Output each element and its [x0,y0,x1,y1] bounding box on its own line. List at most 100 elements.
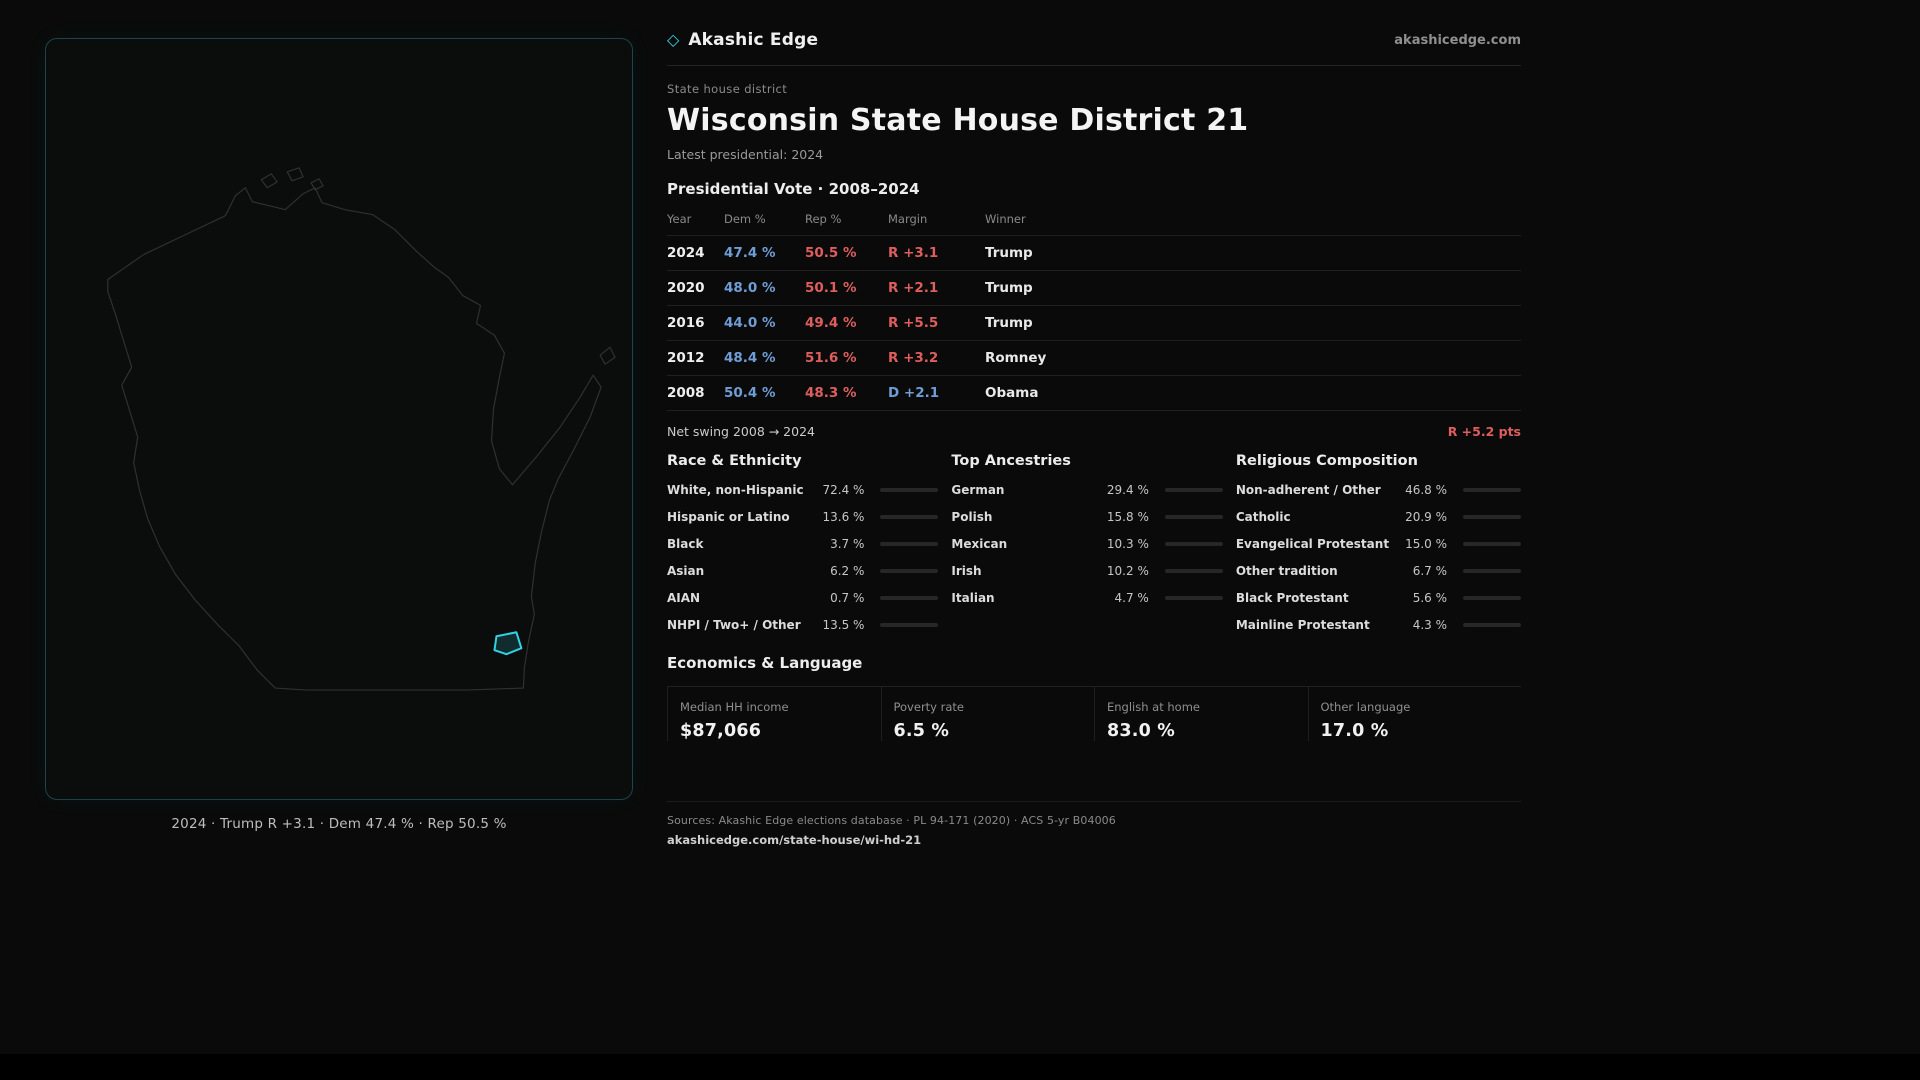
demo-label: Evangelical Protestant [1235,536,1390,551]
demo-bar-track [1164,487,1223,492]
year-cell: 2020 [667,270,724,306]
column-header: Winner [985,212,1026,226]
column-header: Rep % [805,212,842,226]
demo-value: 4.7 % [1114,590,1149,605]
religion-column: Religious Composition Non-adherent / Oth… [1236,453,1521,638]
demo-bar-track [1463,541,1521,546]
demo-value: 13.5 % [822,617,865,632]
rep-pct-cell: 50.1 % [805,270,888,306]
kicker: State house district [667,82,788,96]
demo-value: 4.3 % [1412,617,1447,632]
page-title: Wisconsin State House District 21 [667,103,1249,138]
stat-cell: Median HH income $87,066 [667,687,881,741]
presidential-vote-table: Year Dem % Rep % Margin Winner 2024 47.4 % 5… [667,202,1521,410]
map-panel [45,38,633,800]
demo-bar-track [880,514,939,519]
demo-value: 20.9 % [1405,509,1447,524]
ancestries-title: Top Ancestries [951,453,1071,469]
list-item: Evangelical Protestant 15.0 % [1236,530,1521,557]
demo-value: 3.7 % [830,536,865,551]
demo-bar-track [1164,541,1223,546]
economics-section-title: Economics & Language [667,654,863,672]
dem-pct-cell: 48.0 % [724,270,805,306]
demo-label: Asian [667,563,705,578]
report-footer: Sources: Akashic Edge elections database… [667,801,1521,848]
brand: ◇ Akashic Edge [667,30,818,50]
demo-label: NHPI / Two+ / Other [667,617,801,632]
table-row: 2016 44.0 % 49.4 % R +5.5 Trump [667,305,1521,341]
demo-bar-track [880,487,939,492]
demo-label: White, non-Hispanic [667,482,804,497]
vote-table-header-row: Year Dem % Rep % Margin Winner [667,202,1521,236]
race-ethnicity-title: Race & Ethnicity [667,453,802,469]
race-ethnicity-column: Race & Ethnicity White, non-Hispanic 72.… [667,453,939,638]
demo-label: Mexican [951,536,1008,551]
demo-value: 72.4 % [822,482,865,497]
list-item: Irish 10.2 % [951,557,1223,584]
demo-bar-track [1463,487,1521,492]
demo-value: 6.7 % [1412,563,1447,578]
district-highlight[interactable] [493,631,523,656]
vote-section-title: Presidential Vote · 2008–2024 [667,180,920,198]
winner-cell: Trump [985,270,1521,306]
margin-cell: R +3.1 [888,235,985,271]
dem-pct-cell: 50.4 % [724,375,805,410]
net-swing-value: R +5.2 pts [1447,424,1521,439]
stat-label: Poverty rate [893,700,965,714]
demo-value: 29.4 % [1106,482,1149,497]
state-outline [107,187,602,691]
map-caption: 2024 · Trump R +3.1 · Dem 47.4 % · Rep 5… [171,816,507,832]
demo-value: 5.6 % [1412,590,1447,605]
list-item: Hispanic or Latino 13.6 % [667,503,939,530]
table-row: 2012 48.4 % 51.6 % R +3.2 Romney [667,340,1521,376]
year-cell: 2012 [667,340,724,376]
rep-pct-cell: 48.3 % [805,375,888,410]
dem-pct-cell: 48.4 % [724,340,805,376]
list-item: Other tradition 6.7 % [1236,557,1521,584]
rep-pct-cell: 50.5 % [805,235,888,271]
demo-bar-track [880,568,939,573]
permalink[interactable]: akashicedge.com/state-house/wi-hd-21 [667,833,922,847]
map-section: 2024 · Trump R +3.1 · Dem 47.4 % · Rep 5… [45,38,633,832]
list-item: Black Protestant 5.6 % [1236,584,1521,611]
vote-table-body: 2024 47.4 % 50.5 % R +3.1 Trump 2020 48.… [667,235,1521,410]
winner-cell: Trump [985,235,1521,271]
margin-cell: R +2.1 [888,270,985,306]
islands-outline [260,167,616,365]
stat-cell: Other language 17.0 % [1307,687,1522,741]
demographics-grid: Race & Ethnicity White, non-Hispanic 72.… [667,453,1521,638]
list-item: NHPI / Two+ / Other 13.5 % [667,611,939,638]
demo-bar-track [880,541,939,546]
dem-pct-cell: 47.4 % [724,235,805,271]
demo-label: Italian [951,590,995,605]
list-item: Asian 6.2 % [667,557,939,584]
race-ethnicity-rows: White, non-Hispanic 72.4 % Hispanic or L… [667,476,939,638]
demo-label: Non-adherent / Other [1235,482,1381,497]
year-cell: 2016 [667,305,724,341]
margin-cell: R +5.5 [888,305,985,341]
margin-cell: D +2.1 [888,375,985,410]
religion-title: Religious Composition [1235,453,1418,469]
table-row: 2020 48.0 % 50.1 % R +2.1 Trump [667,270,1521,306]
demo-label: Other tradition [1235,563,1338,578]
stat-label: Median HH income [680,700,789,714]
list-item: German 29.4 % [951,476,1223,503]
stat-cell: Poverty rate 6.5 % [880,687,1095,741]
demo-value: 13.6 % [822,509,865,524]
margin-cell: R +3.2 [888,340,985,376]
demo-bar-track [1463,568,1521,573]
list-item: Mexican 10.3 % [951,530,1223,557]
demo-bar-track [1463,622,1521,627]
winner-cell: Romney [985,340,1521,376]
table-row: 2024 47.4 % 50.5 % R +3.1 Trump [667,235,1521,271]
demo-bar-track [1164,568,1223,573]
ancestries-column: Top Ancestries German 29.4 % Polish 15.8… [951,453,1223,638]
demo-label: Black Protestant [1235,590,1349,605]
stat-value: 83.0 % [1107,721,1176,741]
list-item: Polish 15.8 % [951,503,1223,530]
demo-value: 10.2 % [1106,563,1149,578]
site-link[interactable]: akashicedge.com [1394,32,1521,48]
ancestries-rows: German 29.4 % Polish 15.8 % Mexican [951,476,1223,611]
rep-pct-cell: 51.6 % [805,340,888,376]
winner-cell: Trump [985,305,1521,341]
